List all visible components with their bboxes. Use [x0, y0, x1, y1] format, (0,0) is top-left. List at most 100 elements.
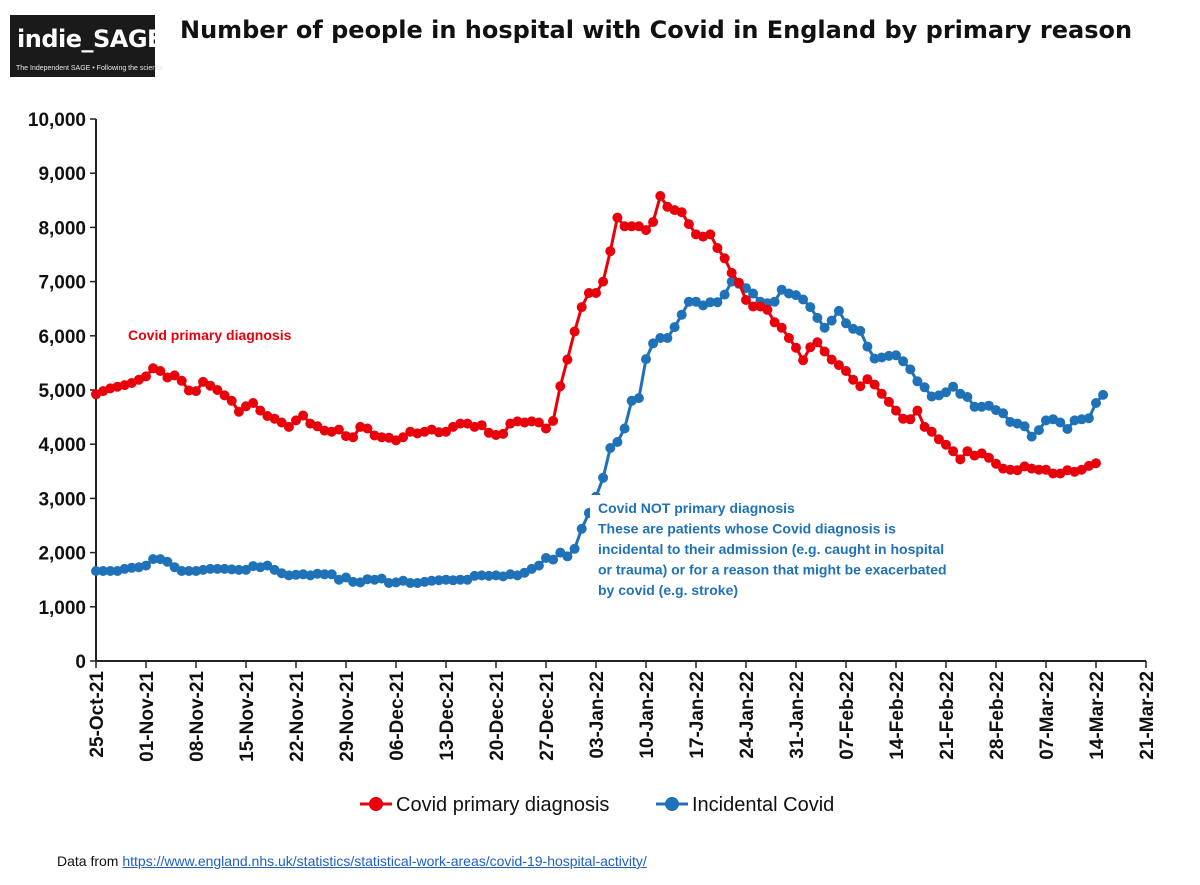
source-note: Data from https://www.england.nhs.uk/sta…	[57, 853, 647, 869]
data-point	[227, 396, 237, 406]
data-point	[591, 288, 601, 298]
data-point	[898, 356, 908, 366]
data-point	[962, 392, 972, 402]
data-point	[927, 427, 937, 437]
data-point	[1034, 425, 1044, 435]
legend-label: Incidental Covid	[692, 794, 834, 816]
data-point	[777, 323, 787, 333]
annotation-text: Covid NOT primary diagnosis	[598, 500, 795, 516]
data-point	[805, 302, 815, 312]
x-tick-label: 14-Mar-22	[1087, 671, 1108, 760]
x-tick-label: 10-Jan-22	[637, 671, 658, 759]
source-prefix: Data from	[57, 853, 122, 869]
data-point	[177, 376, 187, 386]
y-tick-label: 8,000	[38, 218, 86, 239]
x-tick-label: 21-Feb-22	[937, 671, 958, 760]
data-point	[727, 268, 737, 278]
data-point	[841, 366, 851, 376]
data-point	[612, 437, 622, 447]
annotation-text: incidental to their admission (e.g. caug…	[598, 541, 944, 557]
data-point	[541, 424, 551, 434]
data-point	[612, 213, 622, 223]
data-point	[812, 313, 822, 323]
data-point	[712, 243, 722, 253]
x-tick-label: 28-Feb-22	[987, 671, 1008, 760]
x-tick-label: 20-Dec-21	[487, 671, 508, 761]
data-point	[570, 544, 580, 554]
x-tick-label: 17-Jan-22	[687, 671, 708, 759]
data-point	[191, 386, 201, 396]
data-point	[998, 408, 1008, 418]
data-point	[891, 406, 901, 416]
data-point	[598, 277, 608, 287]
data-point	[598, 473, 608, 483]
data-point	[1062, 424, 1072, 434]
y-tick-label: 3,000	[38, 489, 86, 510]
x-tick-label: 25-Oct-21	[87, 671, 108, 758]
x-tick-label: 21-Mar-22	[1137, 671, 1158, 760]
data-point	[1020, 421, 1030, 431]
data-point	[620, 424, 630, 434]
data-point	[577, 302, 587, 312]
data-point	[548, 416, 558, 426]
data-point	[877, 389, 887, 399]
data-point	[870, 380, 880, 390]
data-point	[362, 424, 372, 434]
data-point	[605, 246, 615, 256]
data-point	[684, 219, 694, 229]
data-point	[570, 327, 580, 337]
annotation-text: These are patients whose Covid diagnosis…	[598, 521, 896, 537]
data-point	[812, 337, 822, 347]
data-point	[798, 355, 808, 365]
data-point	[905, 364, 915, 374]
y-tick-label: 7,000	[38, 273, 86, 294]
data-point	[1091, 398, 1101, 408]
data-point	[912, 406, 922, 416]
data-point	[827, 316, 837, 326]
data-point	[298, 411, 308, 421]
x-tick-label: 03-Jan-22	[587, 671, 608, 759]
y-tick-label: 0	[75, 652, 86, 673]
x-tick-label: 08-Nov-21	[187, 671, 208, 762]
data-point	[655, 191, 665, 201]
data-point	[955, 454, 965, 464]
data-point	[1084, 413, 1094, 423]
y-tick-label: 6,000	[38, 327, 86, 348]
source-link[interactable]: https://www.england.nhs.uk/statistics/st…	[122, 853, 646, 869]
y-tick-label: 10,000	[28, 110, 86, 131]
x-tick-label: 14-Feb-22	[887, 671, 908, 760]
x-tick-label: 15-Nov-21	[237, 671, 258, 762]
x-tick-label: 07-Mar-22	[1037, 671, 1058, 760]
data-point	[641, 354, 651, 364]
data-point	[820, 323, 830, 333]
data-point	[712, 297, 722, 307]
x-tick-label: 24-Jan-22	[737, 671, 758, 759]
x-tick-label: 27-Dec-21	[537, 671, 558, 761]
data-point	[562, 355, 572, 365]
y-tick-label: 1,000	[38, 598, 86, 619]
data-point	[920, 382, 930, 392]
data-point	[348, 432, 358, 442]
data-point	[548, 555, 558, 565]
data-point	[555, 381, 565, 391]
legend-marker	[665, 797, 679, 811]
data-point	[720, 290, 730, 300]
data-point	[855, 326, 865, 336]
data-point	[720, 253, 730, 263]
y-tick-label: 2,000	[38, 544, 86, 565]
data-point	[948, 446, 958, 456]
data-point	[798, 295, 808, 305]
y-tick-label: 5,000	[38, 381, 86, 402]
data-point	[562, 551, 572, 561]
data-point	[762, 305, 772, 315]
x-tick-label: 07-Feb-22	[837, 671, 858, 760]
annotation-text: Covid primary diagnosis	[128, 327, 292, 343]
data-point	[784, 333, 794, 343]
data-point	[670, 322, 680, 332]
data-point	[141, 371, 151, 381]
data-point	[677, 207, 687, 217]
data-point	[734, 278, 744, 288]
data-point	[477, 420, 487, 430]
data-point	[648, 217, 658, 227]
